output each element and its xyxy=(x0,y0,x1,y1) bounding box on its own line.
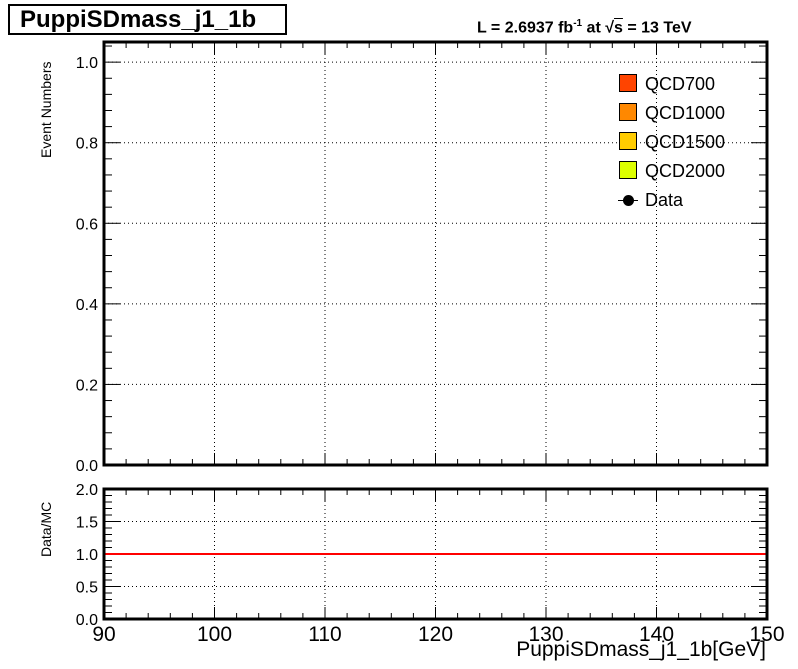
x-tick-label-100: 100 xyxy=(197,623,232,646)
ratio-y-tick-label-0: 0.0 xyxy=(76,612,98,629)
legend-label-qcd700: QCD700 xyxy=(645,74,716,94)
legend-swatch-qcd2000 xyxy=(619,161,637,179)
ratio-y-tick-label-1: 0.5 xyxy=(76,580,98,597)
main-y-tick-label-0: 0.0 xyxy=(76,458,98,475)
legend-label-data: Data xyxy=(645,190,684,210)
legend-label-qcd1000: QCD1000 xyxy=(645,103,726,123)
main-y-axis-label: Event Numbers xyxy=(38,61,54,158)
histogram-title: PuppiSDmass_j1_1b xyxy=(8,4,287,35)
x-tick-label-150: 150 xyxy=(749,623,784,646)
legend-entry-qcd1000: QCD1000 xyxy=(618,99,725,128)
x-tick-label-140: 140 xyxy=(639,623,674,646)
lumi-prefix: L = 2.6937 fb xyxy=(477,19,574,37)
legend-entry-qcd700: QCD700 xyxy=(618,70,725,99)
lumi-exponent: -1 xyxy=(573,18,583,29)
main-y-tick-label-3: 0.6 xyxy=(76,216,98,233)
x-tick-label-130: 130 xyxy=(528,623,563,646)
main-frame xyxy=(102,40,769,467)
lumi-at: at xyxy=(582,19,606,37)
ratio-y-axis-label: Data/MC xyxy=(38,501,54,557)
ratio-frame xyxy=(102,487,769,621)
legend-swatch-qcd1500 xyxy=(619,132,637,150)
ratio-y-tick-label-2: 1.0 xyxy=(76,547,98,564)
legend-marker-data xyxy=(618,186,638,215)
legend-swatch-qcd1000 xyxy=(619,103,637,121)
x-tick-label-110: 110 xyxy=(308,623,341,646)
main-y-tick-label-5: 1.0 xyxy=(76,55,98,72)
legend-label-qcd2000: QCD2000 xyxy=(645,161,726,181)
legend-entry-qcd1500: QCD1500 xyxy=(618,128,725,157)
x-tick-label-90: 90 xyxy=(92,623,115,646)
legend: QCD700 QCD1000 QCD1500 QCD2000 Data xyxy=(618,70,725,215)
lumi-suffix: = 13 TeV xyxy=(622,19,692,37)
x-axis-label: PuppiSDmass_j1_1b[GeV] xyxy=(516,638,766,661)
sqrt-argument: s xyxy=(614,19,623,37)
ratio-y-tick-label-3: 1.5 xyxy=(76,515,98,532)
legend-entry-data: Data xyxy=(618,186,725,215)
legend-label-qcd1500: QCD1500 xyxy=(645,132,726,152)
main-y-tick-label-2: 0.4 xyxy=(76,297,98,314)
main-y-tick-label-4: 0.8 xyxy=(76,136,98,153)
x-tick-label-120: 120 xyxy=(418,623,453,646)
main-y-tick-label-1: 0.2 xyxy=(76,377,98,394)
ratio-y-tick-label-4: 2.0 xyxy=(76,482,98,499)
sqrt-symbol: √ xyxy=(605,19,615,37)
legend-entry-qcd2000: QCD2000 xyxy=(618,157,725,186)
legend-swatch-qcd700 xyxy=(619,74,637,92)
luminosity-label: L = 2.6937 fb-1 at √s = 13 TeV xyxy=(477,14,692,38)
